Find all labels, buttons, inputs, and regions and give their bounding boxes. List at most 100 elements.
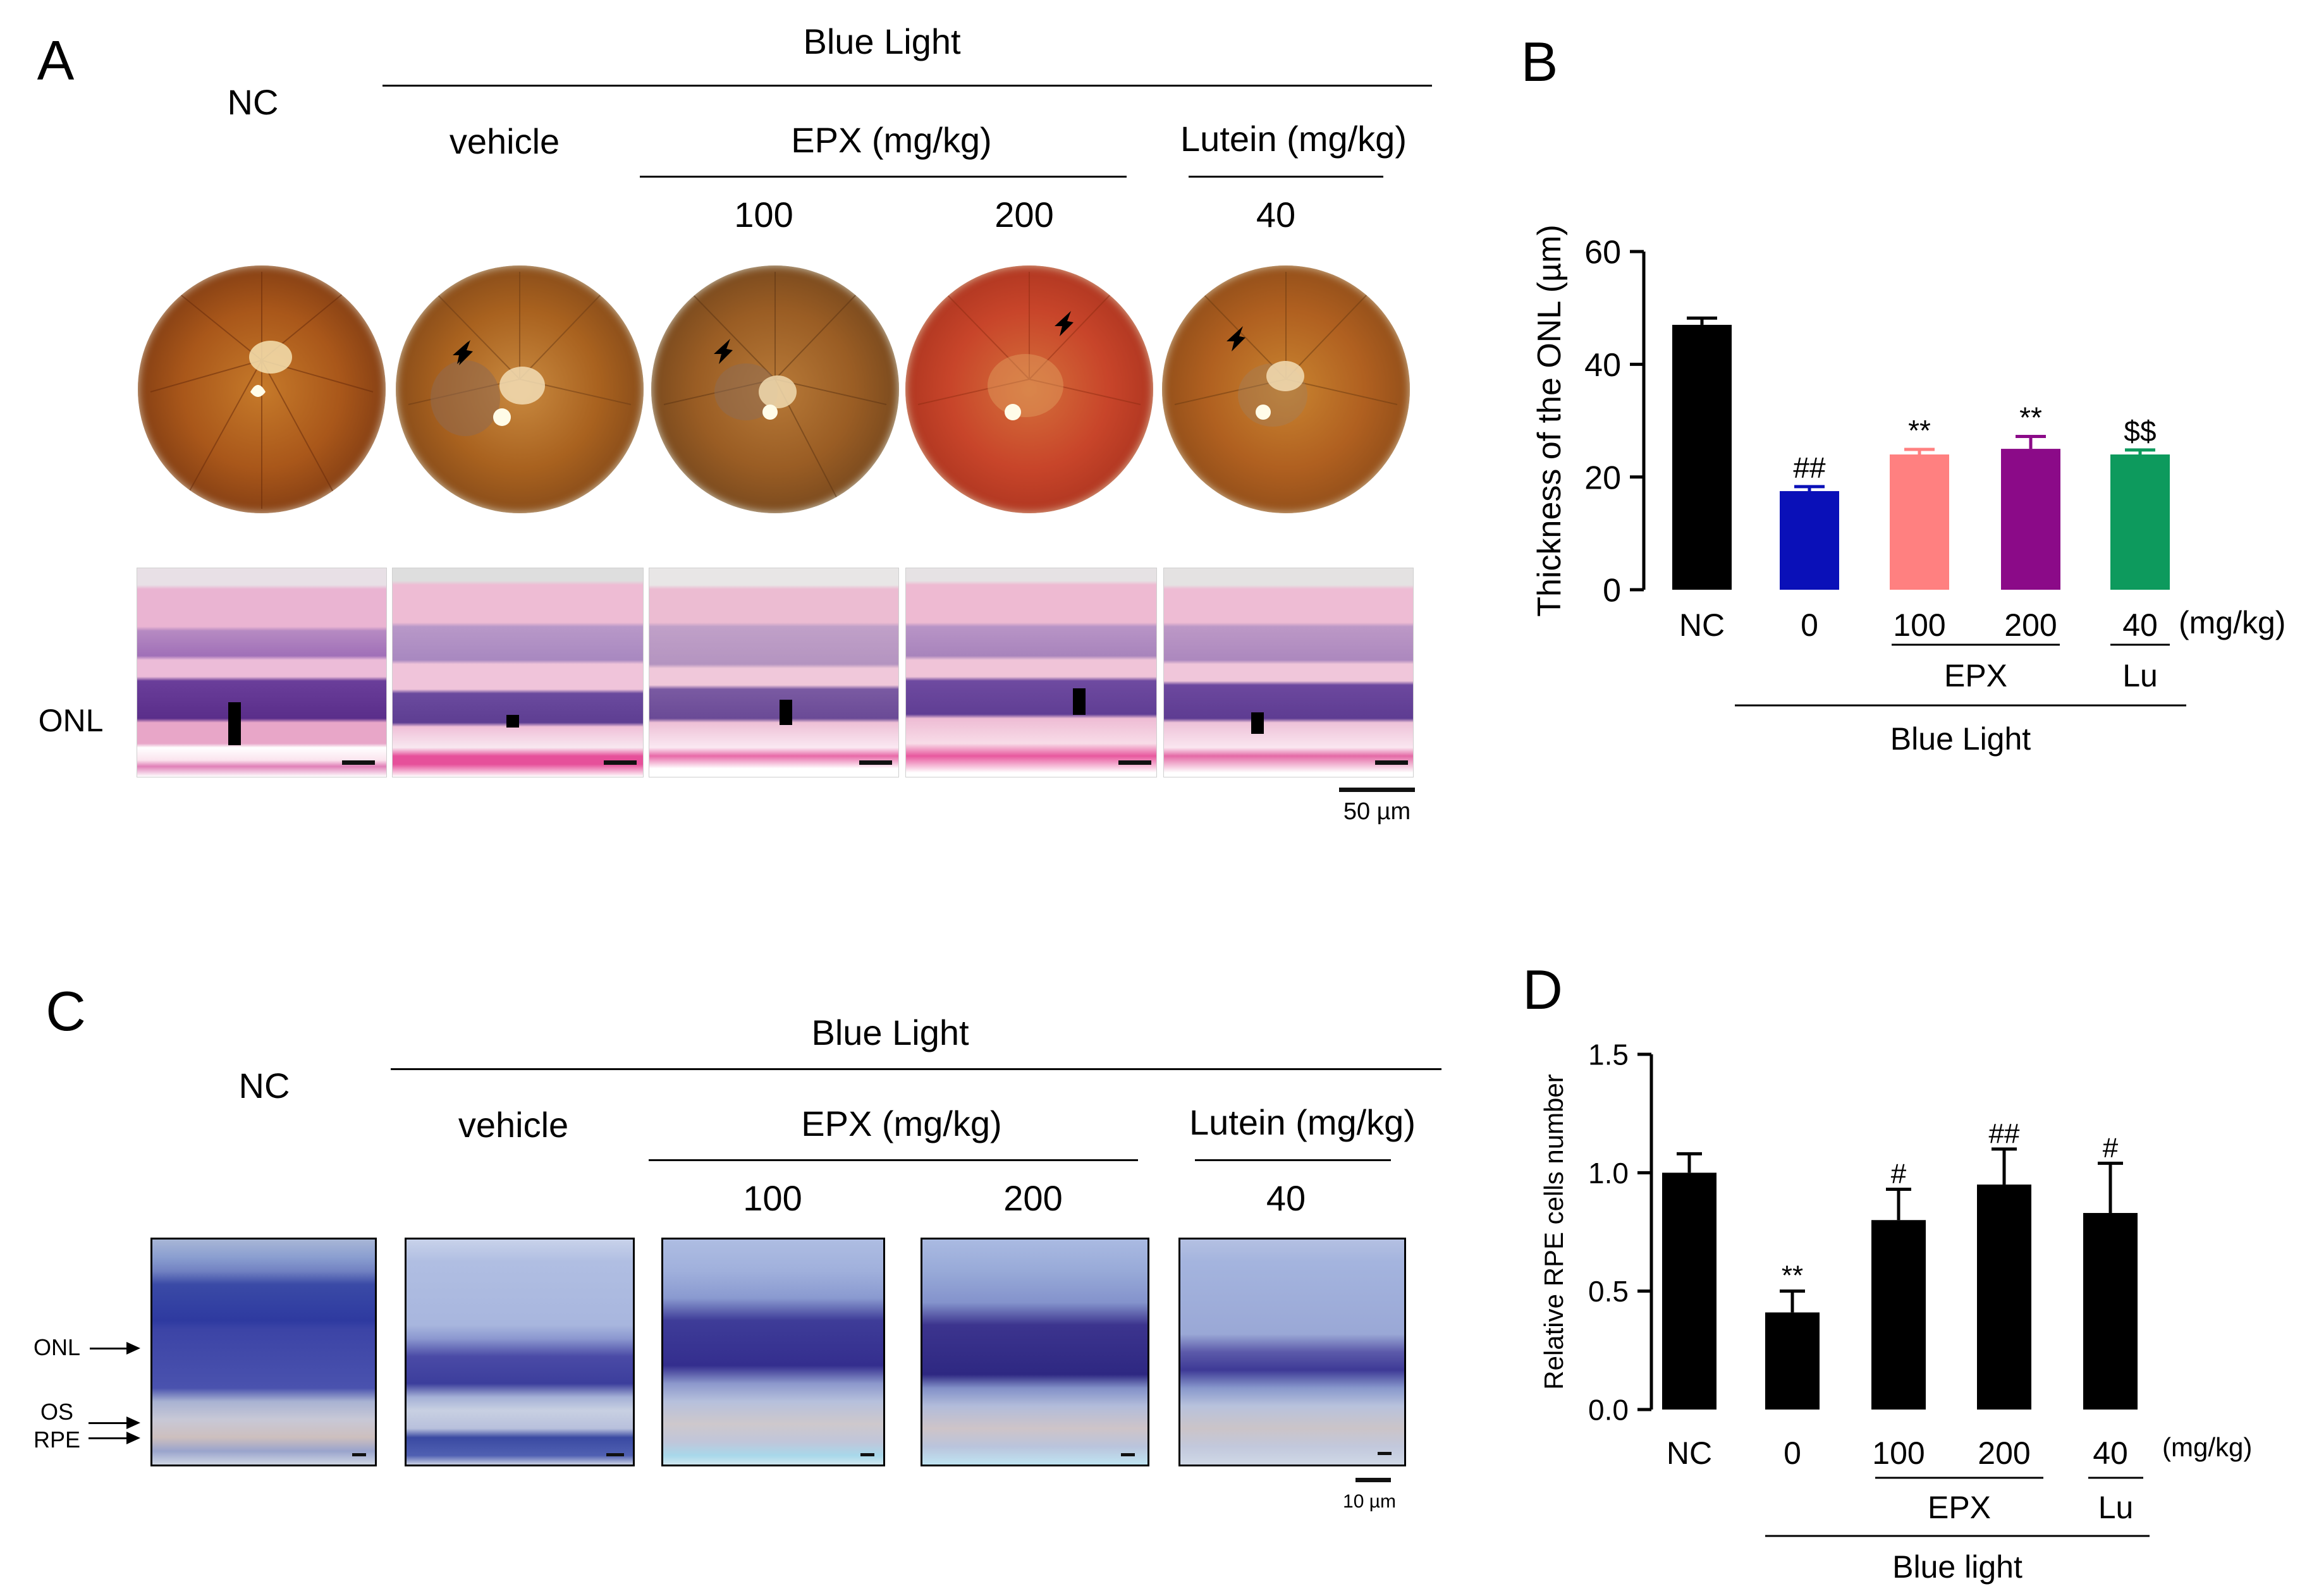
treatment-label: Blue light bbox=[1892, 1549, 2022, 1585]
chart-d: D 0.0 0.5 1.0 1.5 Relative RPE cells number N… bbox=[1522, 958, 2252, 1585]
onl-thickness-marker bbox=[228, 702, 241, 745]
scale-label-10um: 10 µm bbox=[1343, 1491, 1396, 1512]
scale-bar bbox=[342, 760, 375, 765]
bar bbox=[1672, 324, 1732, 590]
group-label-lu: Lu bbox=[2098, 1490, 2134, 1525]
scale-bar bbox=[1378, 1452, 1392, 1455]
significance-label: # bbox=[1891, 1159, 1907, 1190]
category-label: 0 bbox=[1784, 1435, 1801, 1471]
stain-image-vehicle bbox=[405, 1238, 635, 1466]
significance-label: ** bbox=[1782, 1260, 1803, 1291]
fundus-image-vehicle bbox=[396, 265, 644, 513]
category-label: 40 bbox=[2093, 1435, 2128, 1471]
scale-bar bbox=[859, 760, 892, 765]
blue-light-underline bbox=[382, 85, 1432, 87]
y-tick-label: 0 bbox=[1603, 573, 1621, 609]
significance-label: ## bbox=[1793, 451, 1826, 484]
histo-image-epx200 bbox=[905, 568, 1157, 777]
histo-image-lutein bbox=[1163, 568, 1414, 777]
fundus-image-nc bbox=[138, 265, 386, 513]
y-axis-title: Thickness of the ONL (µm) bbox=[1531, 224, 1568, 616]
layer-label-onl: ONL bbox=[33, 1334, 81, 1360]
nc-label: NC bbox=[238, 1066, 290, 1106]
y-tick-label: 0.5 bbox=[1588, 1275, 1629, 1308]
category-label: 0 bbox=[1801, 607, 1818, 643]
stain-image-nc bbox=[150, 1238, 377, 1466]
panel-letter-d: D bbox=[1522, 958, 1563, 1021]
panel-letter-c: C bbox=[46, 980, 86, 1042]
scale-bar bbox=[606, 1453, 624, 1456]
dose-40: 40 bbox=[1266, 1178, 1306, 1218]
layer-label-os: OS bbox=[40, 1399, 74, 1425]
y-tick-label: 0.0 bbox=[1588, 1394, 1629, 1427]
dose-100: 100 bbox=[734, 195, 793, 235]
lutein-underline bbox=[1195, 1159, 1391, 1161]
significance-label: ** bbox=[1908, 414, 1931, 447]
stain-image-epx100 bbox=[661, 1238, 885, 1466]
significance-label: # bbox=[2103, 1132, 2119, 1163]
panel-letter-a: A bbox=[37, 29, 75, 92]
bar bbox=[1780, 490, 1839, 590]
fundus-image-lutein bbox=[1162, 265, 1410, 513]
vehicle-label: vehicle bbox=[449, 121, 560, 161]
onl-row-label: ONL bbox=[38, 703, 104, 738]
chart-b: B 0 20 40 60 Thickness of the ONL (µm) NC ## 0 *… bbox=[1521, 30, 2286, 757]
bar bbox=[2110, 454, 2170, 590]
group-label-epx: EPX bbox=[1944, 658, 2007, 693]
histo-image-nc bbox=[137, 568, 387, 777]
category-label: NC bbox=[1679, 607, 1725, 643]
scale-bar bbox=[860, 1453, 874, 1456]
nc-label: NC bbox=[227, 82, 279, 122]
category-label: 100 bbox=[1893, 607, 1945, 643]
bar bbox=[2083, 1213, 2138, 1410]
scale-bar bbox=[604, 760, 637, 765]
y-tick-label: 40 bbox=[1584, 347, 1621, 384]
lutein-underline bbox=[1189, 176, 1383, 178]
group-label-epx: EPX bbox=[1928, 1490, 1991, 1525]
arrow-right-icon bbox=[89, 1416, 140, 1429]
lutein-label: Lutein (mg/kg) bbox=[1189, 1102, 1416, 1142]
y-tick-label: 1.5 bbox=[1588, 1039, 1629, 1071]
blue-light-underline bbox=[391, 1068, 1441, 1070]
epx-label: EPX (mg/kg) bbox=[791, 120, 992, 160]
y-tick-label: 20 bbox=[1584, 460, 1621, 496]
y-tick-label: 60 bbox=[1584, 235, 1621, 271]
dose-100: 100 bbox=[743, 1178, 802, 1218]
lutein-label: Lutein (mg/kg) bbox=[1180, 119, 1407, 159]
blue-light-header: Blue Light bbox=[811, 1013, 969, 1052]
significance-label: ** bbox=[2019, 401, 2042, 434]
category-label: 100 bbox=[1872, 1435, 1925, 1471]
scale-bar bbox=[1118, 760, 1151, 765]
arrow-right-icon bbox=[89, 1432, 140, 1444]
dose-40: 40 bbox=[1256, 195, 1296, 235]
category-label: 40 bbox=[2122, 607, 2158, 643]
fundus-image-epx100 bbox=[651, 265, 899, 513]
unit-label: (mg/kg) bbox=[2179, 605, 2286, 640]
vehicle-label: vehicle bbox=[458, 1105, 569, 1145]
y-tick-label: 1.0 bbox=[1588, 1157, 1629, 1190]
scale-bar bbox=[1375, 760, 1408, 765]
significance-label: ## bbox=[1989, 1118, 2020, 1149]
stain-image-epx200 bbox=[921, 1238, 1149, 1466]
treatment-label: Blue Light bbox=[1890, 721, 2031, 757]
epx-underline bbox=[649, 1159, 1138, 1161]
epx-underline bbox=[640, 176, 1127, 178]
blue-light-header: Blue Light bbox=[803, 21, 961, 61]
bar bbox=[1890, 454, 1949, 590]
layer-label-rpe: RPE bbox=[33, 1427, 81, 1453]
category-label: NC bbox=[1667, 1435, 1712, 1471]
bar bbox=[1662, 1173, 1716, 1410]
onl-thickness-marker bbox=[780, 700, 792, 725]
scale-bar bbox=[352, 1453, 366, 1456]
category-label: 200 bbox=[2004, 607, 2057, 643]
bar bbox=[2001, 449, 2060, 590]
panel-letter-b: B bbox=[1521, 30, 1558, 93]
onl-thickness-marker bbox=[506, 715, 519, 728]
scale-label-50um: 50 µm bbox=[1343, 798, 1411, 825]
unit-label: (mg/kg) bbox=[2162, 1432, 2252, 1462]
fundus-image-epx200 bbox=[905, 265, 1153, 513]
significance-label: $$ bbox=[2124, 415, 2156, 448]
epx-label: EPX (mg/kg) bbox=[801, 1104, 1002, 1143]
scale-bar-10um bbox=[1355, 1478, 1391, 1482]
dose-200: 200 bbox=[1003, 1178, 1063, 1218]
